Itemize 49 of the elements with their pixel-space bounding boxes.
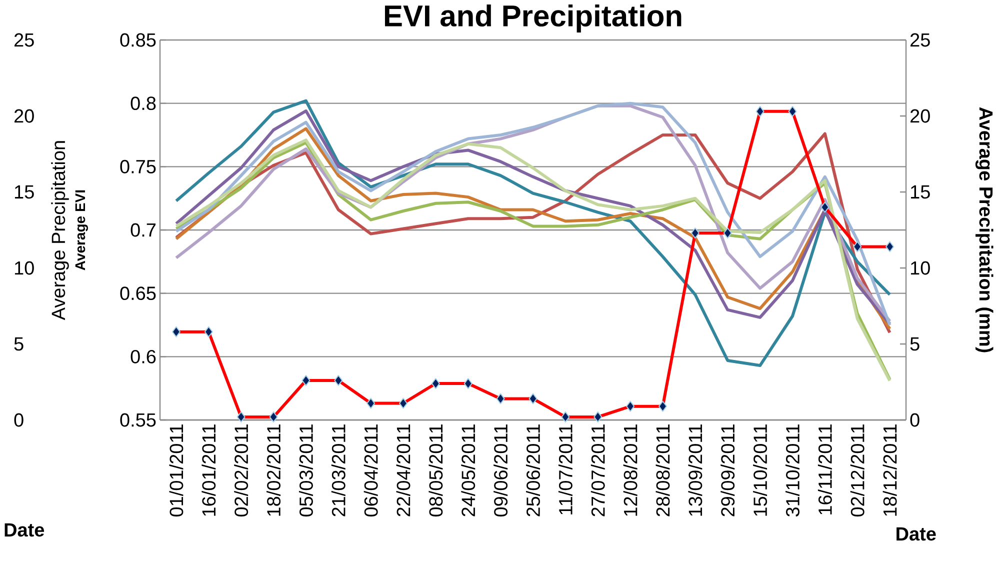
y2-tick-label: 15 xyxy=(910,185,930,199)
y3-tick-label: 0 xyxy=(14,413,24,427)
x-axis-title: Date xyxy=(896,527,936,541)
x-tick-label: 18/12/2011 xyxy=(882,424,897,516)
x-tick-label: 11/07/2011 xyxy=(558,424,572,514)
y2-tick-label: 25 xyxy=(910,33,930,47)
x-tick-label: 16/11/2011 xyxy=(818,424,832,514)
chart-title: EVI and Precipitation xyxy=(384,4,682,32)
y-tick-label: 0.65 xyxy=(120,286,156,300)
y-tick-label: 0.55 xyxy=(120,413,156,427)
line-series xyxy=(174,99,892,368)
y-axis-title: Average EVI xyxy=(75,190,88,270)
y-tick-label: 0.75 xyxy=(120,160,156,174)
x-tick-label: 31/10/2011 xyxy=(786,424,800,516)
y3-tick-label: 5 xyxy=(14,337,24,351)
y-tick-label: 0.6 xyxy=(130,350,156,364)
y3-tick-label: 10 xyxy=(14,261,34,275)
x-tick-label: 29/09/2011 xyxy=(720,424,735,516)
y2-tick-label: 20 xyxy=(910,109,930,123)
x-tick-label: 24/05/2011 xyxy=(461,424,476,516)
y2-axis-title: Average Precipitation (mm) xyxy=(975,107,994,352)
y3-tick-label: 15 xyxy=(14,185,34,199)
x-tick-label: 28/08/2011 xyxy=(656,424,670,516)
x-tick-label: 15/10/2011 xyxy=(753,424,768,516)
x-tick-label: 18/02/2011 xyxy=(266,424,281,516)
x-tick-label: 27/07/2011 xyxy=(590,424,605,516)
x-tick-label: 02/02/2011 xyxy=(234,424,248,516)
x-tick-label: 16/01/2011 xyxy=(202,424,216,516)
x-tick-label: 09/06/2011 xyxy=(494,424,508,516)
x-tick-label: 01/01/2011 xyxy=(169,424,184,516)
x-tick-label: 21/03/2011 xyxy=(331,424,346,516)
x-tick-label: 02/12/2011 xyxy=(850,424,864,516)
x-tick-label: 06/04/2011 xyxy=(364,424,378,516)
y2-tick-label: 0 xyxy=(910,413,920,427)
x-tick-label: 08/05/2011 xyxy=(428,424,443,516)
x-tick-label: 05/03/2011 xyxy=(298,424,313,516)
text: Date xyxy=(4,523,44,537)
x-tick-label: 12/08/2011 xyxy=(623,424,638,516)
y3-tick-label: 25 xyxy=(14,33,34,47)
y-tick-label: 0.85 xyxy=(120,33,156,47)
x-tick-label: 13/09/2011 xyxy=(688,424,702,516)
x-tick-label: 22/04/2011 xyxy=(396,424,410,516)
x-tick-label: 25/06/2011 xyxy=(526,424,540,516)
y-tick-label: 0.8 xyxy=(130,96,156,110)
y-tick-label: 0.7 xyxy=(130,223,156,237)
y3-tick-label: 20 xyxy=(14,109,34,123)
y2-tick-label: 5 xyxy=(910,337,920,351)
y2-tick-label: 10 xyxy=(910,261,930,275)
y3-axis-title: Average Precipitation xyxy=(51,141,69,320)
